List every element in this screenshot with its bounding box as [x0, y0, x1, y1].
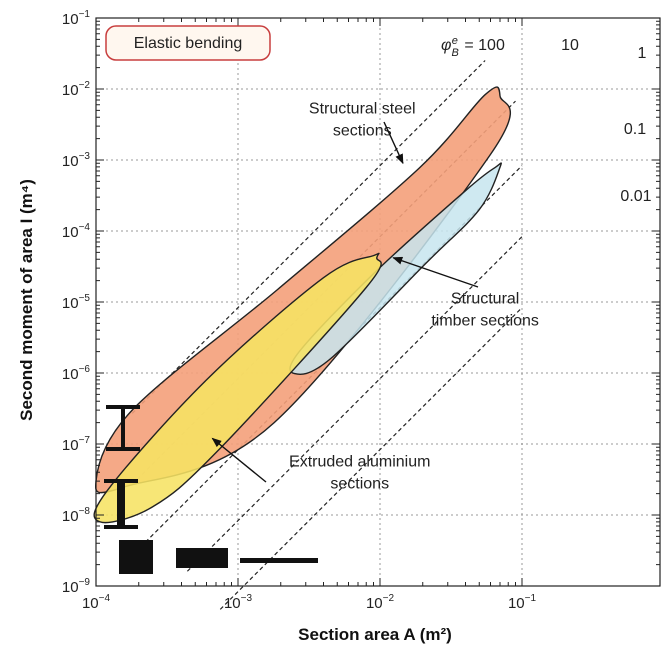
y-tick-label: 10−5: [62, 293, 91, 312]
y-tick-label: 10−7: [62, 435, 91, 454]
annotation-text: sections: [333, 123, 392, 140]
x-tick-label: 10−2: [366, 593, 395, 612]
guideline-label: 0.1: [624, 121, 646, 138]
guideline-label: φBe = 100: [441, 35, 505, 59]
annotation-arrow: [392, 256, 479, 288]
y-tick-label: 10−2: [62, 80, 91, 99]
annotation-structural-timber-sections: Structural timber sections: [392, 256, 539, 330]
plate-section-icon: [240, 558, 318, 563]
region-extruded-aluminium-sections: [93, 252, 382, 524]
i-section-small-icon: [104, 479, 138, 529]
badge-text: Elastic bending: [134, 35, 243, 52]
annotation-text: sections: [330, 476, 389, 493]
y-tick-label: 10−8: [62, 506, 91, 525]
annotations-layer: Structural steel sections Structural timber…: [211, 101, 539, 493]
y-tick-label: 10−6: [62, 364, 91, 383]
y-tick-label: 10−4: [62, 222, 91, 241]
annotation-arrow: [383, 121, 404, 165]
annotation-text: Structural steel: [309, 101, 416, 118]
y-tick-label: 10−3: [62, 151, 91, 170]
y-axis-title: Second moment of area I (m⁴): [17, 179, 36, 421]
square-section-icon: [119, 540, 153, 574]
grid-layer: [96, 18, 660, 586]
elastic-bending-badge: Elastic bending: [105, 25, 271, 61]
x-axis-title: Section area A (m²): [298, 625, 452, 644]
rectangle-section-icon: [176, 548, 228, 568]
x-tick-label: 10−4: [82, 593, 111, 612]
guideline-label: 1: [638, 45, 647, 62]
annotation-structural-steel-sections: Structural steel sections: [309, 101, 416, 165]
guidelines-layer: φBe = 100 10 1 0.1 0.01: [131, 35, 652, 610]
y-tick-label: 10−1: [62, 9, 91, 28]
guideline-phi-0_1: [186, 236, 523, 572]
annotation-text: Structural: [451, 291, 519, 308]
i-section-large-icon: [106, 405, 140, 451]
guideline-label: 0.01: [620, 188, 651, 205]
x-tick-label: 10−3: [224, 593, 253, 612]
y-tick-label: 10−9: [62, 577, 91, 596]
annotation-text: timber sections: [431, 313, 539, 330]
axes-layer: 10−4 10−3 10−2 10−1 10−9 10−8 10−7 10−6 10−5 10−4…: [62, 9, 661, 612]
regions-layer: [93, 86, 511, 524]
annotation-arrow: [211, 437, 267, 483]
x-tick-label: 10−1: [508, 593, 537, 612]
guideline-phi-100: [131, 60, 486, 414]
guideline-label: 10: [561, 37, 579, 54]
annotation-extruded-aluminium-sections: Extruded aluminium sections: [211, 437, 430, 493]
section-icons-layer: [104, 405, 318, 574]
annotation-text: Extruded aluminium: [289, 454, 430, 471]
